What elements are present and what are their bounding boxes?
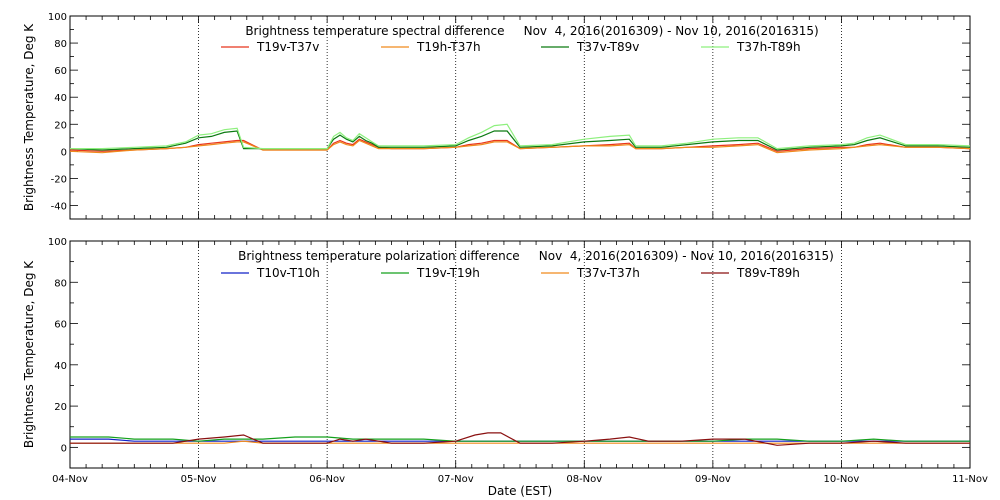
top-series-line-1 — [69, 138, 971, 152]
top-series-line-2 — [69, 139, 971, 154]
bottom-y-tick-label: 60 — [54, 320, 67, 331]
top-legend-label-3: T37v-T89v — [576, 40, 639, 54]
x-tick-label: 08-Nov — [566, 474, 602, 485]
bottom-y-tick-label: 0 — [61, 443, 67, 454]
x-tick-label: 07-Nov — [438, 474, 474, 485]
x-tick-label: 09-Nov — [695, 474, 731, 485]
x-tick-label: 11-Nov — [952, 474, 988, 485]
bottom-legend-label-1: T10v-T10h — [256, 266, 320, 280]
top-panel-title: Brightness temperature spectral differen… — [245, 24, 818, 38]
bottom-y-tick-label: 40 — [54, 361, 67, 372]
bottom-y-tick-label: 80 — [54, 278, 67, 289]
bottom-legend-label-4: T89v-T89h — [736, 266, 800, 280]
top-y-tick-label: 80 — [54, 39, 67, 50]
top-series-line-3 — [69, 130, 971, 151]
top-series-line-4 — [70, 123, 971, 150]
top-y-tick-label: 100 — [48, 12, 67, 23]
bottom-y-axis-label: Brightness Temperature, Deg K — [22, 260, 36, 448]
top-y-tick-label: 60 — [54, 66, 67, 77]
bottom-legend-label-3: T37v-T37h — [576, 266, 640, 280]
bottom-plot-frame — [69, 240, 971, 469]
x-tick-label: 04-Nov — [52, 474, 88, 485]
bottom-legend-label-2: T19v-T19h — [416, 266, 480, 280]
bottom-series-line-2 — [70, 436, 970, 442]
top-y-axis-label: Brightness Temperature, Deg K — [22, 23, 36, 211]
top-y-tick-label: -20 — [51, 174, 67, 185]
x-tick-label: 06-Nov — [309, 474, 345, 485]
bottom-y-tick-label: 20 — [54, 402, 67, 413]
x-tick-label: 10-Nov — [823, 474, 859, 485]
bottom-y-tick-label: 100 — [48, 237, 67, 248]
bottom-panel-title: Brightness temperature polarization diff… — [238, 249, 834, 263]
x-tick-label: 05-Nov — [181, 474, 217, 485]
top-plot-frame — [69, 15, 971, 220]
bottom-series-line-4 — [70, 432, 970, 446]
top-y-tick-label: -40 — [51, 201, 67, 212]
top-legend-label-1: T19v-T37v — [256, 40, 319, 54]
top-y-tick-label: 40 — [54, 93, 67, 104]
top-y-tick-label: 20 — [54, 120, 67, 131]
top-legend-label-4: T37h-T89h — [736, 40, 801, 54]
x-axis-label: Date (EST) — [488, 484, 552, 498]
top-y-tick-label: 0 — [61, 147, 67, 158]
top-legend-label-2: T19h-T37h — [416, 40, 481, 54]
